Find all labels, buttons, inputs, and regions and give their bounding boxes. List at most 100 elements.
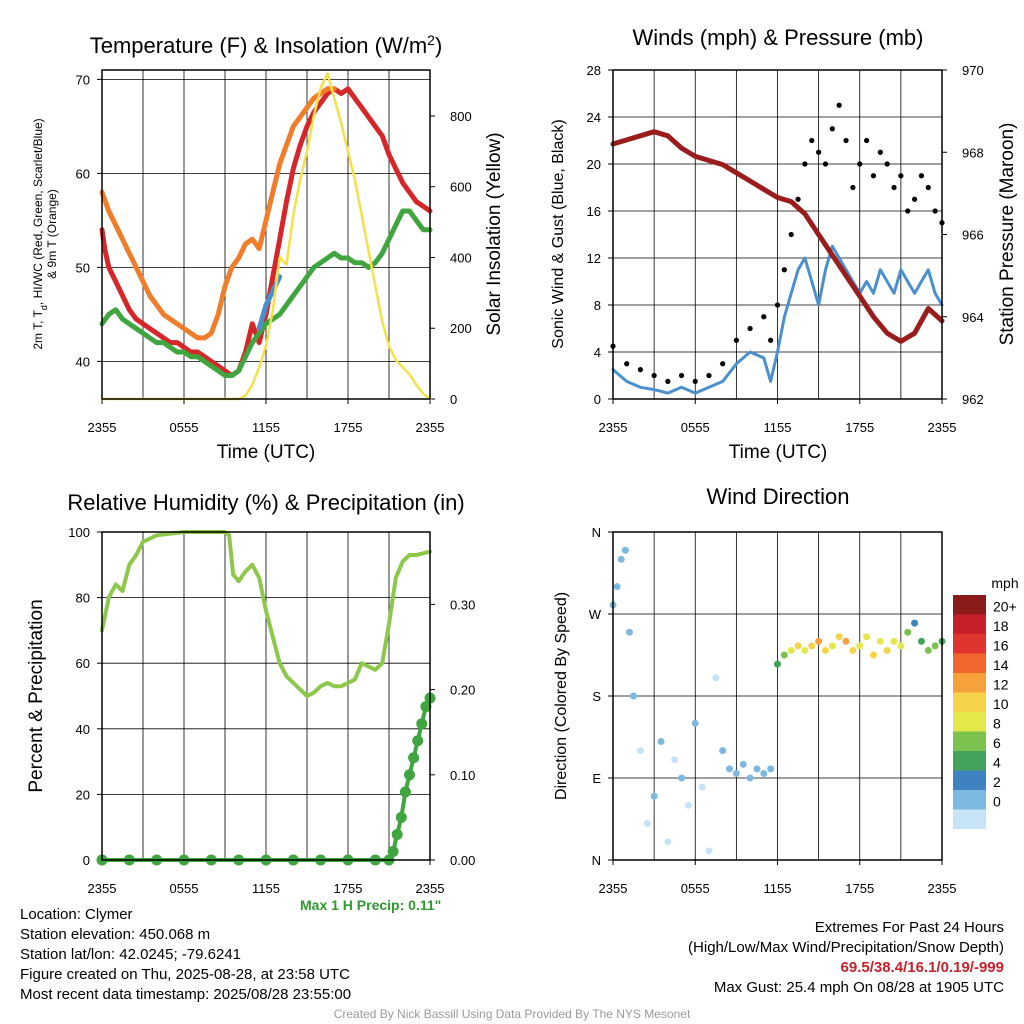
colorbar-swatch	[953, 790, 986, 810]
winds-gust-point	[816, 149, 822, 155]
winds-xtick-label: 2355	[599, 420, 628, 435]
direction-point	[691, 719, 699, 727]
max-gust-text: Max Gust: 25.4 mph On 08/28 at 1905 UTC	[713, 979, 1004, 996]
winds-plot-border	[612, 69, 943, 400]
credit-text: Created By Nick Bassill Using Data Provi…	[333, 1007, 691, 1021]
station-info: Location: Clymer Station elevation: 450.…	[20, 905, 351, 1005]
colorbar-label: 16	[993, 638, 1009, 654]
winds-ytick-label: 16	[587, 204, 601, 219]
direction-point	[794, 642, 802, 650]
direction-title: Wind Direction	[706, 484, 849, 509]
humidity-ytick-label: 20	[76, 787, 90, 802]
direction-point	[849, 646, 857, 654]
winds-gust-point	[877, 149, 883, 155]
direction-xtick-label: 2355	[928, 881, 957, 896]
direction-ytick-label: S	[592, 689, 601, 704]
temperature-ylabel-right: Solar Insolation (Yellow)	[484, 132, 505, 335]
colorbar-swatch	[953, 614, 986, 634]
winds-title: Winds (mph) & Pressure (mb)	[633, 25, 924, 50]
temperature-xtick-label: 1155	[252, 420, 280, 435]
humidity-precip-point	[391, 828, 403, 840]
colorbar-label: 2	[993, 774, 1001, 790]
direction-point	[842, 637, 850, 645]
humidity-y2tick-label: 0.20	[450, 683, 475, 698]
direction-point	[643, 820, 651, 828]
direction-point	[760, 769, 768, 777]
winds-gust-point	[788, 231, 794, 238]
temperature-series-solar-insolation	[100, 72, 432, 401]
direction-xtick-label: 2355	[599, 881, 628, 896]
temperature-y2tick-label: 200	[450, 321, 472, 336]
latlon-text: Station lat/lon: 42.0245; -79.6241	[20, 946, 242, 963]
winds-gust-point	[829, 126, 835, 132]
winds-gust-point	[850, 184, 856, 191]
direction-point	[883, 646, 891, 654]
direction-point	[897, 642, 905, 650]
direction-point	[664, 838, 672, 846]
colorbar-swatch	[953, 653, 986, 673]
winds-y2tick-label: 962	[962, 392, 984, 407]
location-text: Location: Clymer	[20, 906, 133, 923]
winds-ytick-label: 24	[587, 110, 601, 125]
extremes-title: Extremes For Past 24 Hours	[814, 919, 1004, 936]
winds-gust-point	[836, 102, 842, 108]
direction-point	[780, 651, 788, 659]
winds-gust-point	[637, 367, 644, 373]
temperature-xtick-label: 2355	[416, 420, 445, 435]
winds-gust-point	[706, 372, 712, 379]
colorbar-swatch	[953, 731, 986, 751]
extremes-values: 69.5/38.4/16.1/0.19/-999	[840, 959, 1004, 976]
winds-gust-point	[692, 378, 698, 384]
temperature-y2tick-label: 0	[450, 392, 457, 407]
temperature-y2tick-label: 400	[450, 250, 472, 265]
colorbar-label: 18	[993, 618, 1009, 634]
colorbar-label: 0	[993, 794, 1001, 810]
colorbar-label: 4	[993, 755, 1001, 771]
colorbar-label: 20+	[993, 599, 1017, 615]
direction-point	[657, 738, 665, 746]
direction-ylabel-left: Direction (Colored By Speed)	[553, 592, 570, 800]
winds-y2tick-label: 964	[962, 310, 984, 325]
direction-point	[746, 774, 754, 782]
humidity-xtick-label: 1155	[252, 881, 280, 896]
direction-point	[732, 769, 740, 777]
winds-gust-point	[768, 337, 774, 343]
temperature-y2tick-label: 600	[450, 180, 472, 195]
winds-gust-point	[822, 161, 829, 167]
winds-xlabel: Time (UTC)	[729, 442, 828, 463]
speed-colorbar: mph 20+ 18 16 14 12 10 8 6 4 2 0	[953, 575, 1019, 829]
colorbar-label: 8	[993, 716, 1001, 732]
colorbar-swatch	[953, 751, 986, 771]
winds-gust-point	[843, 137, 849, 144]
colorbar-title: mph	[991, 575, 1018, 591]
humidity-precip-point	[416, 718, 428, 730]
winds-gust-point	[891, 184, 897, 191]
direction-plot-border	[612, 531, 943, 861]
temperature-ylabel-left: 2m T, Td, HI/WC (Red, Green, Scarlet/Blu…	[31, 118, 49, 349]
direction-point	[787, 646, 795, 654]
winds-series-sonic-wind	[611, 244, 944, 395]
winds-gust-point	[678, 372, 685, 379]
direction-point	[869, 651, 877, 659]
winds-gust-point	[911, 196, 918, 202]
winds-gust-point	[932, 208, 938, 214]
direction-point	[924, 646, 932, 654]
winds-gust-point	[651, 372, 657, 379]
temperature-series-9m-t	[99, 86, 337, 341]
winds-ylabel-left: Sonic Wind & Gust (Blue, Black)	[550, 119, 567, 348]
humidity-precip-point	[404, 769, 415, 781]
winds-y2tick-label: 970	[962, 63, 984, 78]
winds-gust-point	[864, 137, 870, 144]
winds-gust-point	[809, 137, 815, 144]
temperature-title: Temperature (F) & Insolation (W/m2)	[90, 32, 443, 58]
winds-gust-point	[898, 173, 904, 179]
temperature-ytick-label: 60	[76, 166, 90, 181]
direction-point	[821, 646, 829, 654]
direction-point	[698, 783, 706, 791]
temperature-y2tick-label: 800	[450, 109, 472, 124]
winds-ytick-label: 12	[587, 251, 601, 266]
winds-y2tick-label: 968	[962, 145, 984, 160]
winds-gust-point	[747, 325, 753, 332]
humidity-plot-border	[101, 531, 431, 861]
